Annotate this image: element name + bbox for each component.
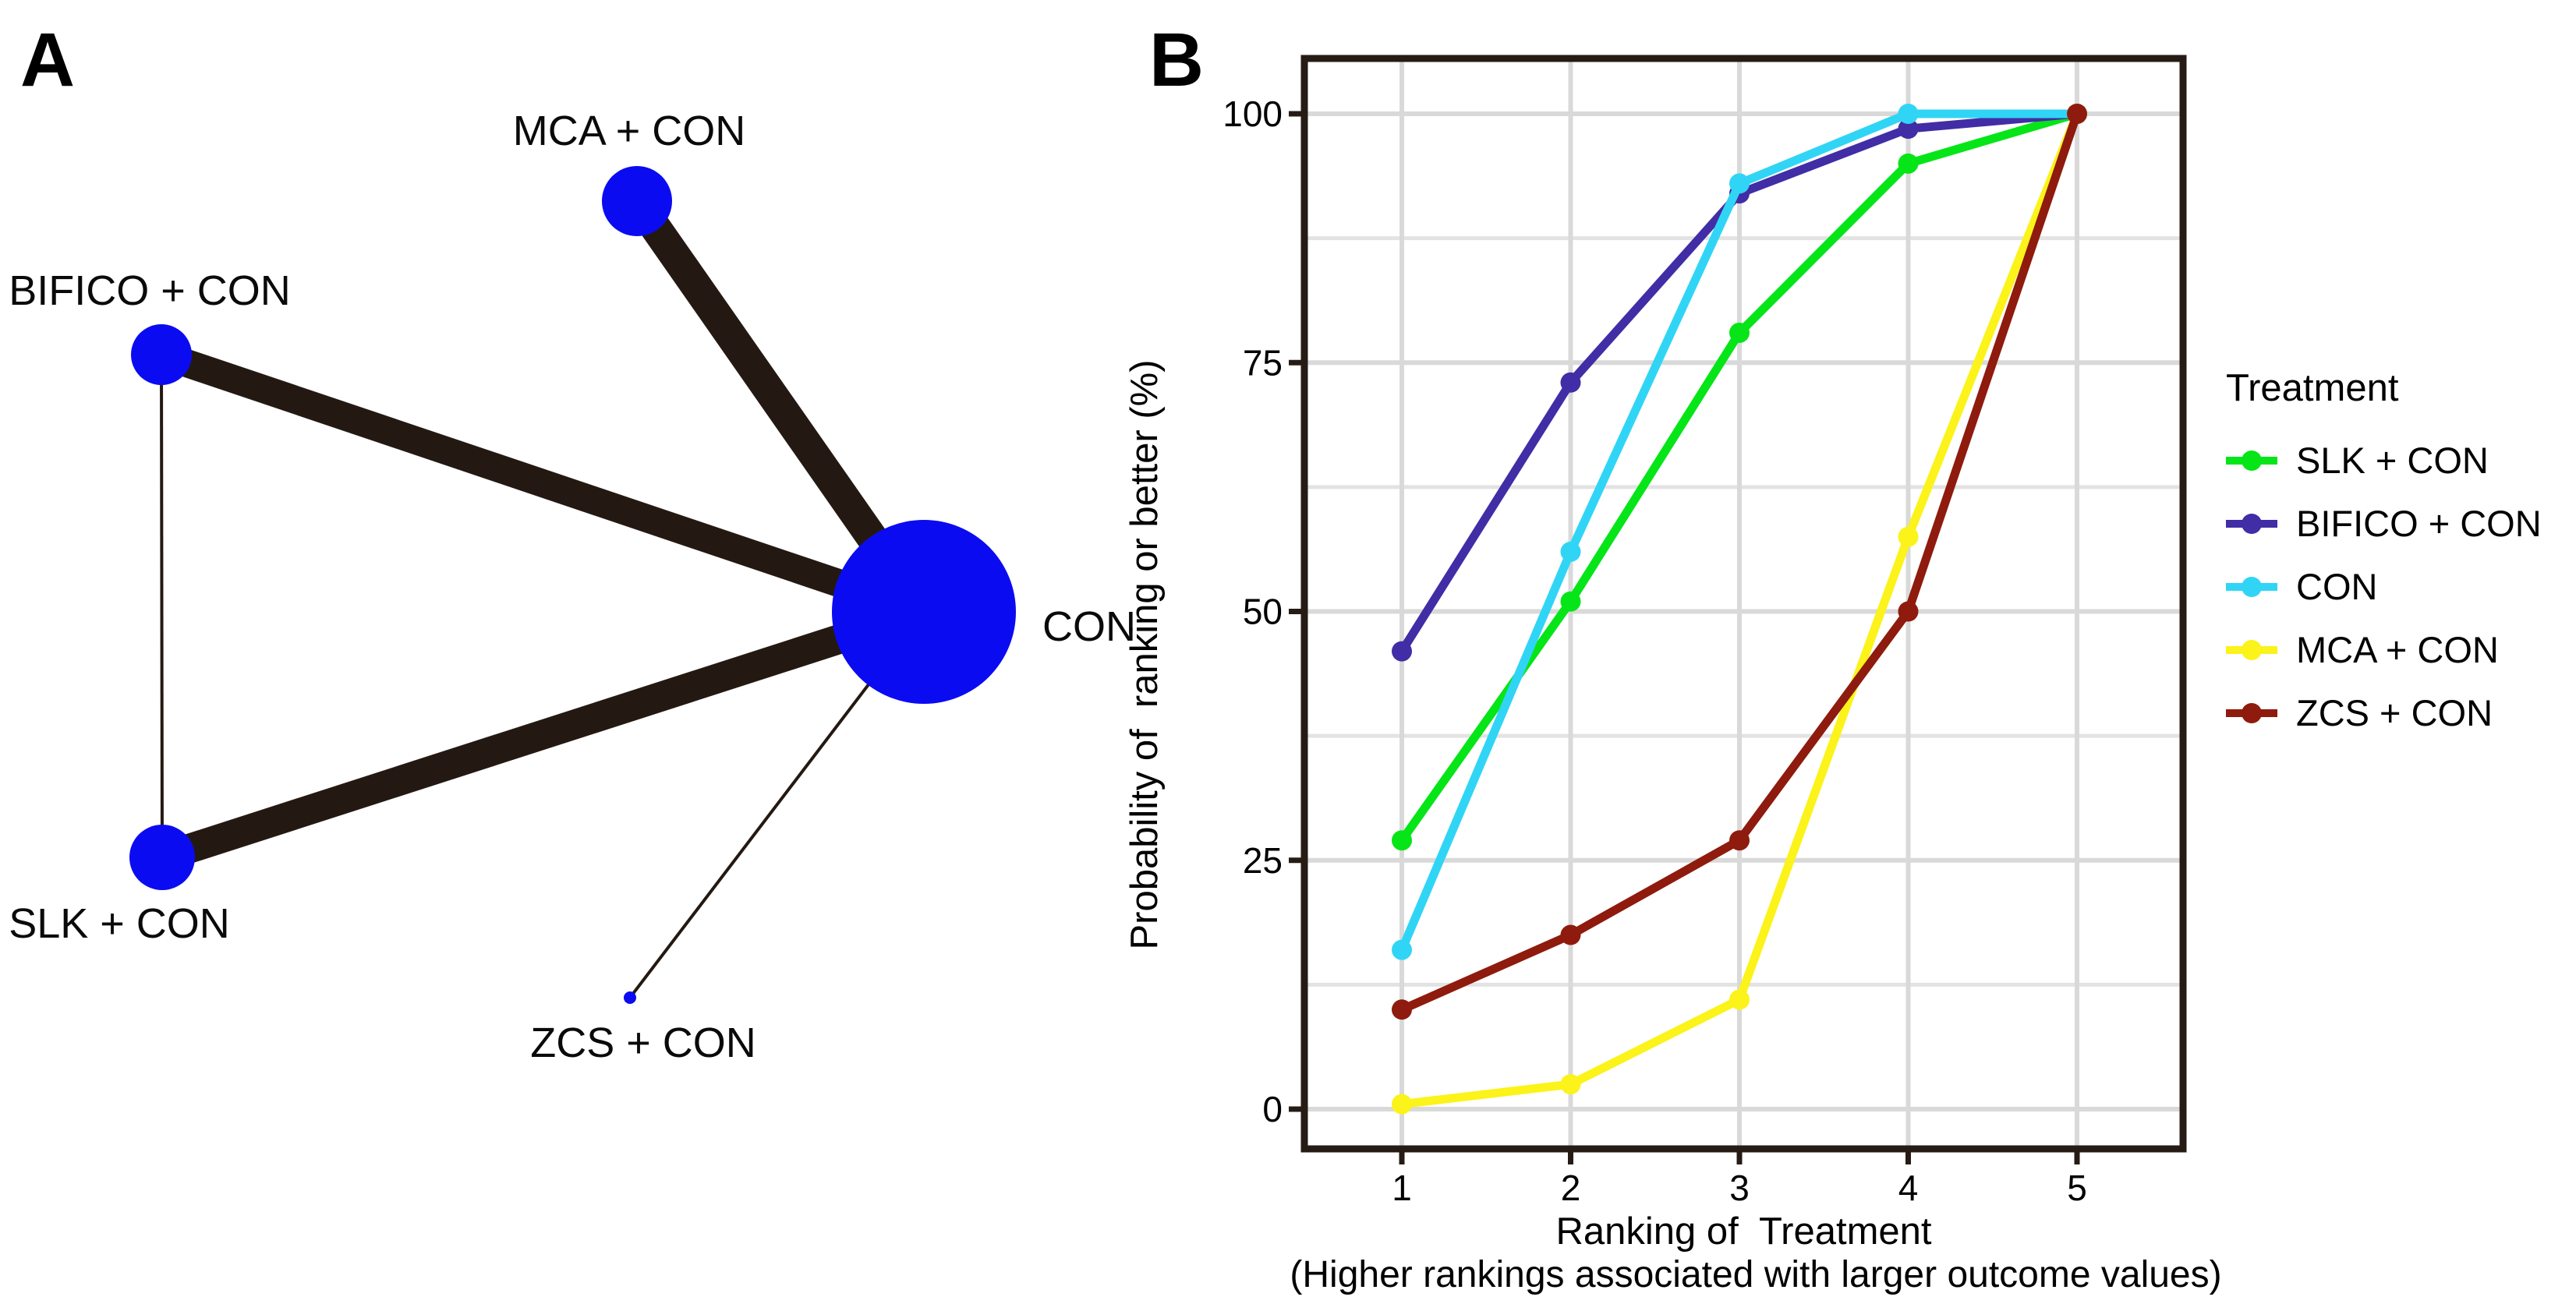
series-point-mca-con-x1 xyxy=(1392,1094,1412,1115)
node-label-mca-con: MCA + CON xyxy=(513,108,746,154)
legend-item-zcs-con: ZCS + CON xyxy=(2226,681,2542,744)
series-point-slk-con-x4 xyxy=(1898,153,1919,174)
series-point-con-x2 xyxy=(1560,541,1581,562)
series-point-bifico-con-x4 xyxy=(1898,118,1919,140)
node-mca-con xyxy=(602,166,672,236)
legend-label-slk-con: SLK + CON xyxy=(2296,440,2489,481)
node-label-con: CON xyxy=(1042,603,1136,650)
series-point-zcs-con-x5 xyxy=(2067,104,2087,124)
y-tick-label-50: 50 xyxy=(1243,592,1283,632)
node-zcs-con xyxy=(624,991,636,1004)
series-point-slk-con-x2 xyxy=(1560,591,1581,612)
legend-swatch-slk-con xyxy=(2226,450,2277,472)
node-label-zcs-con: ZCS + CON xyxy=(530,1019,756,1066)
node-con xyxy=(832,520,1016,704)
edge-bifico-con--slk-con xyxy=(160,354,164,858)
x-tick-label-2: 2 xyxy=(1561,1168,1581,1208)
node-label-bifico-con: BIFICO + CON xyxy=(9,267,291,314)
series-point-zcs-con-x2 xyxy=(1560,924,1581,945)
chart-caption: (Higher rankings associated with larger … xyxy=(1290,1254,2222,1295)
series-point-mca-con-x2 xyxy=(1560,1074,1581,1095)
legend-label-zcs-con: ZCS + CON xyxy=(2296,692,2493,733)
legend-label-mca-con: MCA + CON xyxy=(2296,629,2499,670)
series-point-mca-con-x4 xyxy=(1898,526,1919,547)
series-point-mca-con-x3 xyxy=(1729,989,1750,1010)
legend-label-bifico-con: BIFICO + CON xyxy=(2296,503,2542,544)
legend-dot-icon xyxy=(2242,639,2262,660)
y-tick-label-100: 100 xyxy=(1223,94,1283,134)
node-bifico-con xyxy=(131,324,192,385)
legend-item-con: CON xyxy=(2226,555,2542,618)
x-tick-label-3: 3 xyxy=(1729,1168,1750,1208)
legend-item-mca-con: MCA + CON xyxy=(2226,618,2542,681)
legend-dot-icon xyxy=(2242,702,2262,723)
series-point-zcs-con-x3 xyxy=(1729,830,1750,851)
panel-b-label: B xyxy=(1149,17,1205,102)
legend-items: SLK + CON BIFICO + CON CON MCA + CON ZCS + C… xyxy=(2226,429,2542,744)
node-slk-con xyxy=(129,825,195,890)
legend-item-bifico-con: BIFICO + CON xyxy=(2226,492,2542,555)
series-point-con-x1 xyxy=(1392,939,1412,960)
series-point-slk-con-x1 xyxy=(1392,830,1412,851)
legend-swatch-mca-con xyxy=(2226,639,2277,661)
legend-label-con: CON xyxy=(2296,566,2378,607)
legend-swatch-zcs-con xyxy=(2226,702,2277,724)
series-point-zcs-con-x4 xyxy=(1898,601,1919,622)
plot-border xyxy=(1300,55,2187,1153)
legend: Treatment SLK + CON BIFICO + CON CON MCA + … xyxy=(2226,366,2542,744)
legend-dot-icon xyxy=(2242,576,2262,597)
series-point-slk-con-x3 xyxy=(1729,322,1750,343)
edge-slk-con--con xyxy=(157,597,929,872)
legend-item-slk-con: SLK + CON xyxy=(2226,429,2542,492)
series-point-bifico-con-x1 xyxy=(1392,641,1412,662)
legend-swatch-bifico-con xyxy=(2226,513,2277,535)
network-diagram: MCA + CON BIFICO + CON CON SLK + CON ZCS + C… xyxy=(9,108,1136,1066)
series-point-con-x4 xyxy=(1898,104,1919,124)
series-point-con-x3 xyxy=(1729,173,1750,194)
legend-dot-icon xyxy=(2242,450,2262,471)
y-tick-label-0: 0 xyxy=(1262,1089,1283,1129)
series-point-zcs-con-x1 xyxy=(1392,999,1412,1020)
node-label-slk-con: SLK + CON xyxy=(9,900,230,947)
legend-title: Treatment xyxy=(2226,367,2399,409)
edge-bifico-con--con xyxy=(157,341,929,626)
x-tick-label-1: 1 xyxy=(1392,1168,1412,1208)
x-tick-label-5: 5 xyxy=(2067,1168,2087,1208)
legend-dot-icon xyxy=(2242,513,2262,534)
series-point-bifico-con-x2 xyxy=(1560,372,1581,393)
y-tick-label-25: 25 xyxy=(1243,840,1283,881)
y-tick-label-75: 75 xyxy=(1243,342,1283,383)
x-tick-label-4: 4 xyxy=(1898,1168,1919,1208)
legend-swatch-con xyxy=(2226,576,2277,598)
panel-a-label: A xyxy=(20,17,76,102)
y-axis-title: Probability of ranking or better (%) xyxy=(1123,359,1166,950)
x-axis-title: Ranking of Treatment xyxy=(1555,1210,1932,1253)
